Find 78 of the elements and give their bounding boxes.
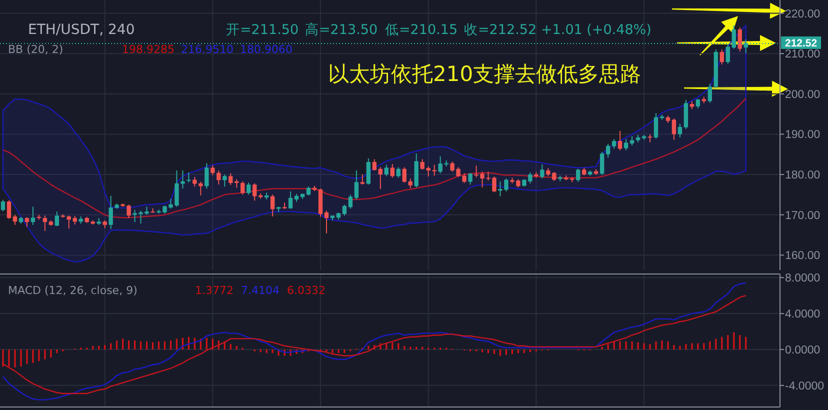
annotation: 收=212.52 bbox=[464, 22, 537, 38]
candlestick bbox=[222, 174, 227, 188]
annotation: 7.4104 bbox=[241, 284, 280, 297]
y-tick-label: 170.00 bbox=[785, 210, 820, 222]
candlestick bbox=[348, 194, 353, 210]
candlestick bbox=[12, 214, 18, 226]
y-tick-label: 200.00 bbox=[785, 88, 820, 101]
candlestick bbox=[708, 83, 712, 104]
candlestick bbox=[6, 200, 12, 220]
candlestick bbox=[54, 211, 60, 227]
candlestick bbox=[366, 158, 371, 186]
candlestick bbox=[726, 44, 730, 64]
annotation: BB (20, 2) bbox=[8, 43, 64, 56]
y-tick-label: 4.0000 bbox=[785, 308, 820, 321]
candlestick bbox=[630, 136, 634, 146]
candlestick bbox=[396, 166, 400, 178]
candlestick bbox=[240, 180, 245, 196]
annotation: 180.9060 bbox=[240, 43, 292, 56]
annotation: 高=213.50 bbox=[305, 22, 378, 38]
candlestick bbox=[288, 190, 293, 210]
candlestick bbox=[342, 204, 347, 216]
candlestick bbox=[210, 164, 215, 176]
line-series bbox=[2, 282, 746, 400]
candlestick bbox=[30, 206, 36, 226]
y-tick-label: 0.0000 bbox=[785, 344, 820, 356]
candlestick bbox=[540, 164, 544, 180]
text: MACD (12, 26, close, 9) bbox=[8, 284, 138, 297]
candlestick bbox=[354, 170, 359, 200]
candlestick bbox=[270, 194, 275, 217]
candlestick bbox=[0, 199, 6, 212]
y-tick-label: 190.00 bbox=[785, 129, 820, 142]
candlestick bbox=[576, 168, 580, 182]
candlestick bbox=[378, 166, 383, 190]
line-series bbox=[2, 294, 746, 394]
candlestick bbox=[390, 164, 394, 178]
annotation: 216.9510 bbox=[181, 43, 234, 56]
annotation: 开=211.50 bbox=[226, 22, 299, 38]
candlestick bbox=[672, 118, 676, 140]
candlestick bbox=[186, 172, 191, 184]
candlestick bbox=[696, 98, 700, 109]
candlestick bbox=[408, 178, 412, 189]
text: ETH/USDT, 240 bbox=[28, 22, 135, 38]
y-tick-label: 8.0000 bbox=[785, 272, 820, 285]
annotation: 以太坊依托210支撑去做低多思路 bbox=[328, 62, 642, 86]
candlestick bbox=[252, 182, 257, 202]
candlestick bbox=[42, 215, 48, 232]
annotation: 1.3772 bbox=[195, 284, 234, 297]
y-tick-label: 160.00 bbox=[785, 250, 820, 262]
candlestick bbox=[654, 112, 658, 140]
candlestick bbox=[624, 138, 628, 151]
candlestick bbox=[360, 174, 365, 186]
annotation: 198.9285 bbox=[122, 43, 174, 56]
candlestick bbox=[738, 26, 742, 52]
candlestick bbox=[402, 166, 406, 184]
candlestick bbox=[204, 162, 209, 190]
ref-line-label: 212.52 bbox=[785, 38, 818, 50]
candlestick bbox=[324, 210, 329, 234]
candlestick bbox=[228, 172, 233, 186]
y-tick-label: 180.00 bbox=[785, 169, 820, 182]
candlestick bbox=[648, 134, 652, 143]
candlestick bbox=[246, 182, 251, 196]
annotation: 6.0332 bbox=[287, 284, 326, 297]
annotation: 低=210.15 bbox=[385, 22, 458, 38]
annotation: +1.01 (+0.48%) bbox=[541, 22, 652, 38]
candlestick bbox=[372, 158, 377, 171]
candlestick bbox=[720, 49, 724, 65]
candlestick bbox=[612, 138, 616, 150]
candlestick bbox=[216, 170, 221, 186]
candlestick bbox=[600, 151, 604, 176]
y-tick-label: 210.00 bbox=[785, 48, 820, 61]
candlestick bbox=[468, 172, 472, 186]
candlestick bbox=[384, 164, 389, 177]
candlestick bbox=[606, 143, 610, 158]
y-tick-label: 220.00 bbox=[785, 8, 820, 20]
candlestick bbox=[678, 123, 682, 138]
candlestick bbox=[24, 216, 30, 228]
candlestick bbox=[618, 130, 622, 151]
y-tick-label: -4.0000 bbox=[785, 380, 824, 392]
